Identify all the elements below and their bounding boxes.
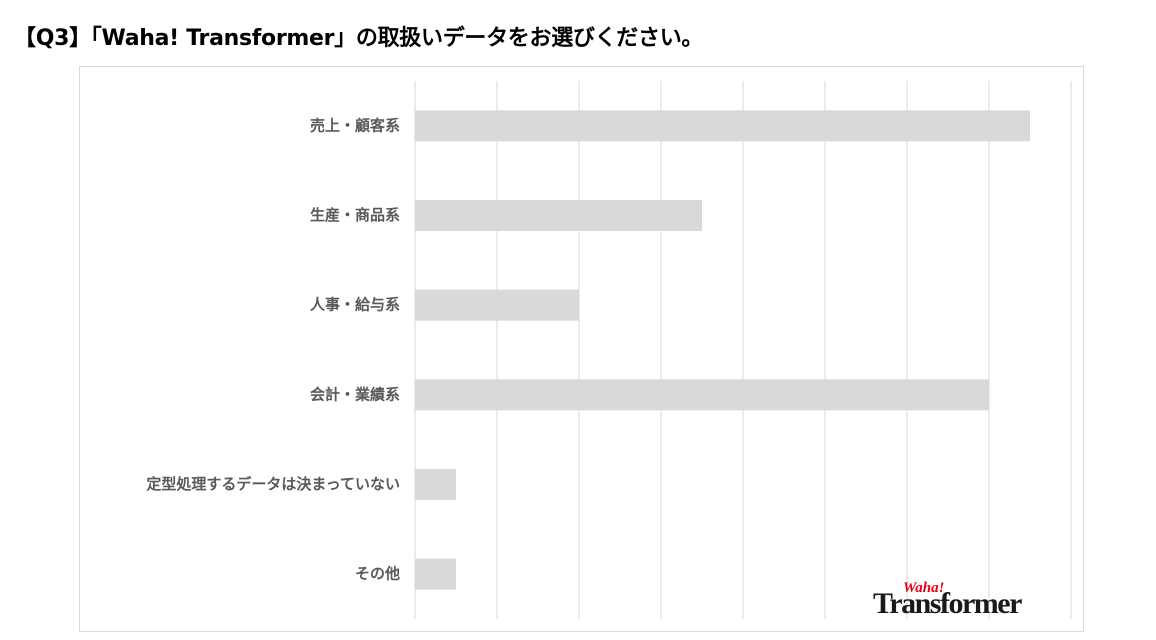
category-label-0: 売上・顧客系 <box>310 116 400 134</box>
page-title: 【Q3】「Waha! Transformer」の取扱いデータをお選びください。 <box>14 26 704 51</box>
category-label-5: その他 <box>355 565 400 583</box>
bar-5 <box>415 558 456 590</box>
logo-transformer-text: Transformer <box>873 587 1022 620</box>
transformer-logo: Waha! Transformer <box>873 581 1073 621</box>
chart-frame: 売上・顧客系 生産・商品系 人事・給与系 会計・業績系定型処理するデータは決まっていな… <box>79 66 1084 632</box>
category-label-4: 定型処理するデータは決まっていない <box>146 475 400 493</box>
bar-chart: 売上・顧客系生産・商品系人事・給与系会計・業績系定型処理するデータは決まっていな… <box>146 81 1072 619</box>
bar-3 <box>415 379 989 411</box>
bar-2 <box>415 289 579 321</box>
category-label-3: 会計・業績系 <box>310 385 400 403</box>
category-label-1: 生産・商品系 <box>310 206 400 224</box>
bar-0 <box>415 110 1030 142</box>
bar-4 <box>415 469 456 500</box>
logo-waha-text: Waha! <box>903 580 945 596</box>
category-label-2: 人事・給与系 <box>310 296 400 314</box>
bar-1 <box>415 200 702 231</box>
